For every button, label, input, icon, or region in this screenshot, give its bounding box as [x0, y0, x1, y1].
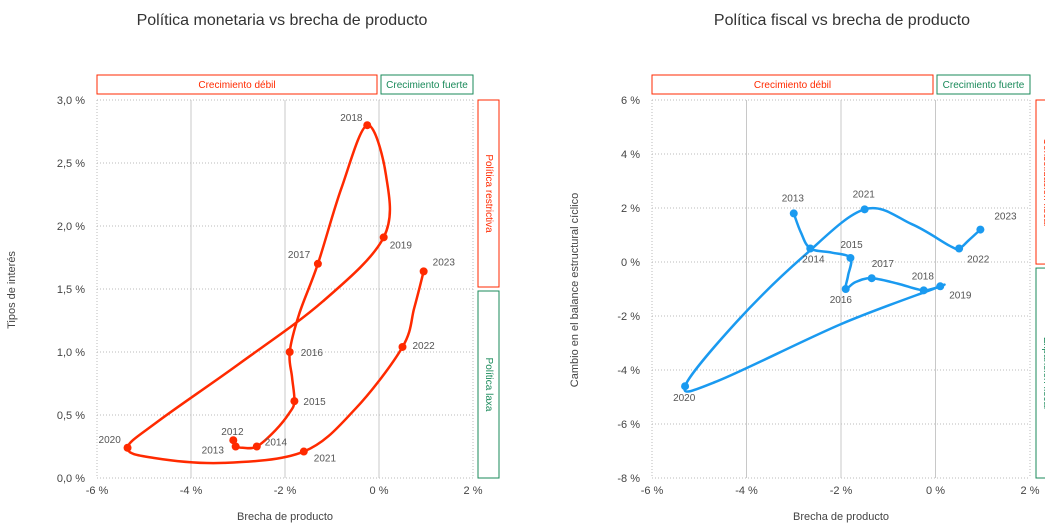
y-tick-label: -2 %: [617, 311, 640, 323]
strong-growth-label: Crecimiento fuerte: [386, 80, 468, 91]
data-point-2021: [860, 205, 869, 214]
point-label-2012: 2012: [221, 427, 244, 438]
data-point-2018: [363, 121, 372, 130]
side-band-lower: [1035, 267, 1045, 479]
y-tick-label: -6 %: [617, 419, 640, 431]
x-tick-label: 0 %: [926, 485, 945, 497]
data-point-2022: [398, 342, 407, 351]
x-tick-label: -4 %: [735, 485, 758, 497]
data-point-2014: [252, 442, 261, 451]
point-label-2016: 2016: [301, 348, 324, 359]
x-tick-label: 2 %: [1021, 485, 1040, 497]
point-label-2021: 2021: [314, 454, 337, 465]
data-point-2017: [867, 274, 876, 283]
y-tick-label: 3,0 %: [57, 95, 85, 107]
y-axis-label: Cambio en el balance estructural cíclico: [569, 193, 581, 387]
data-point-2013: [789, 209, 798, 218]
y-tick-label: 4 %: [621, 149, 640, 161]
x-tick-label: -6 %: [86, 485, 109, 497]
point-label-2013: 2013: [202, 446, 225, 457]
point-label-2016: 2016: [830, 295, 853, 306]
point-label-2020: 2020: [673, 393, 696, 404]
point-label-2017: 2017: [872, 259, 895, 270]
point-label-2023: 2023: [433, 257, 456, 268]
data-point-2023: [976, 225, 985, 234]
y-tick-label: 0,5 %: [57, 410, 85, 422]
y-tick-label: 2,0 %: [57, 221, 85, 233]
y-tick-label: 0,0 %: [57, 473, 85, 485]
point-label-2023: 2023: [994, 212, 1017, 223]
point-label-2014: 2014: [802, 255, 825, 266]
y-tick-label: -4 %: [617, 365, 640, 377]
x-tick-label: -2 %: [274, 485, 297, 497]
side-band-upper: [477, 99, 500, 288]
chart-1: Política monetaria vs brecha de producto…: [6, 12, 500, 523]
weak-growth-label: Crecimiento débil: [754, 80, 831, 91]
x-tick-label: -4 %: [180, 485, 203, 497]
side-band-lower-label: Política laxa: [483, 358, 494, 412]
point-label-2018: 2018: [340, 113, 363, 124]
y-tick-label: 1,0 %: [57, 347, 85, 359]
side-band-upper: [1035, 99, 1045, 265]
strong-growth-band: [380, 74, 474, 95]
chart-2: Política fiscal vs brecha de producto Cre…: [569, 12, 1045, 523]
point-label-2019: 2019: [949, 290, 972, 301]
x-tick-label: -6 %: [641, 485, 664, 497]
data-point-2013: [231, 442, 240, 451]
weak-growth-band: [96, 74, 378, 95]
x-tick-label: 0 %: [370, 485, 389, 497]
chart-title: Política fiscal vs brecha de producto: [714, 12, 970, 29]
side-band-lower-label: Expansión fiscal: [1041, 337, 1045, 409]
side-band-upper-label: Consolidación fiscal: [1041, 138, 1045, 226]
strong-growth-label: Crecimiento fuerte: [943, 80, 1025, 91]
weak-growth-label: Crecimiento débil: [198, 80, 275, 91]
data-point-2014: [806, 244, 815, 253]
strong-growth-band: [936, 74, 1031, 95]
point-label-2013: 2013: [782, 193, 805, 204]
point-label-2019: 2019: [390, 240, 413, 251]
y-tick-label: 1,5 %: [57, 284, 85, 296]
point-label-2018: 2018: [912, 271, 935, 282]
weak-growth-band: [651, 74, 934, 95]
side-band-upper-label: Política restrictiva: [483, 154, 494, 233]
y-tick-label: 2 %: [621, 203, 640, 215]
data-point-2016: [841, 285, 850, 293]
point-label-2014: 2014: [265, 438, 288, 449]
point-label-2022: 2022: [967, 255, 990, 266]
y-tick-label: 2,5 %: [57, 158, 85, 170]
data-point-2012: [229, 436, 238, 445]
point-label-2021: 2021: [853, 189, 876, 200]
data-point-2017: [313, 259, 322, 268]
data-point-2023: [419, 267, 428, 276]
side-band-lower: [477, 290, 500, 479]
data-point-2022: [955, 244, 964, 253]
data-point-2018: [919, 286, 928, 295]
data-point-2020: [681, 382, 690, 391]
data-point-2015: [290, 397, 299, 406]
point-label-2017: 2017: [288, 250, 311, 261]
data-point-2021: [299, 447, 308, 456]
x-axis-label: Brecha de producto: [237, 511, 333, 523]
series-line: [126, 123, 425, 465]
data-point-2016: [285, 348, 294, 356]
y-tick-label: 6 %: [621, 95, 640, 107]
point-label-2015: 2015: [303, 397, 326, 408]
x-axis-label: Brecha de producto: [793, 511, 889, 523]
point-label-2022: 2022: [413, 341, 436, 352]
data-point-2015: [846, 253, 855, 262]
data-point-2019: [379, 233, 388, 242]
chart-title: Política monetaria vs brecha de producto: [137, 12, 428, 29]
y-tick-label: 0 %: [621, 257, 640, 269]
x-tick-label: -2 %: [830, 485, 853, 497]
data-point-2020: [123, 443, 132, 452]
data-point-2019: [936, 282, 945, 291]
point-label-2020: 2020: [99, 435, 122, 446]
x-tick-label: 2 %: [464, 485, 483, 497]
y-tick-label: -8 %: [617, 473, 640, 485]
y-axis-label: Tipos de interés: [6, 251, 18, 329]
point-label-2015: 2015: [840, 240, 863, 251]
